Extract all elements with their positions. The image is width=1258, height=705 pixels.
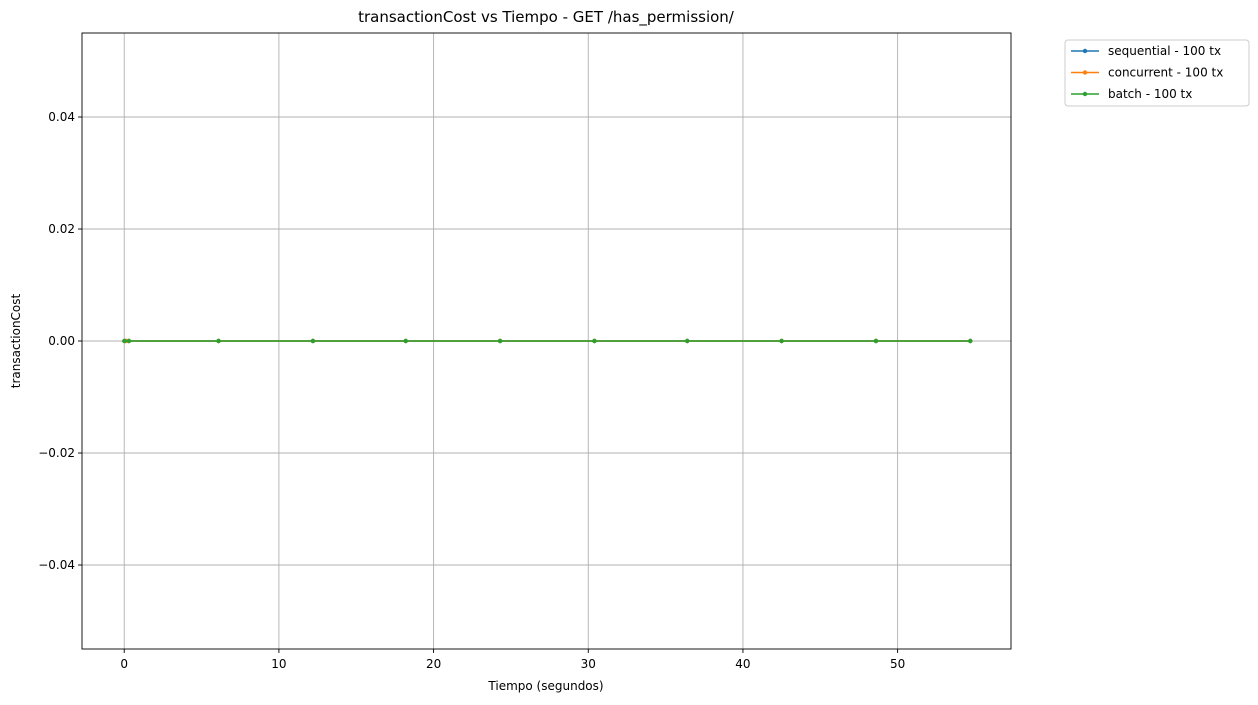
legend-swatch-marker xyxy=(1082,91,1088,97)
y-tick-label: −0.02 xyxy=(38,446,75,460)
legend-swatch-marker xyxy=(1082,70,1088,75)
data-point xyxy=(873,338,879,344)
y-tick-label: 0.00 xyxy=(48,334,75,348)
data-point xyxy=(122,338,127,344)
legend-items: sequential - 100 tx concurrent - 100 tx ba… xyxy=(1071,44,1223,101)
data-point xyxy=(310,338,316,344)
y-tick-label: 0.02 xyxy=(48,222,75,236)
legend-item: sequential - 100 tx xyxy=(1071,44,1221,58)
series-2 xyxy=(122,338,973,344)
y-axis-ticks: −0.04 −0.02 0.00 0.02 0.04 xyxy=(38,110,82,572)
data-point xyxy=(126,338,132,344)
data-point xyxy=(592,338,597,344)
data-point xyxy=(216,338,221,344)
x-tick-label: 50 xyxy=(890,657,905,671)
legend-item: concurrent - 100 tx xyxy=(1071,66,1223,80)
legend-box xyxy=(1064,39,1250,107)
data-point xyxy=(968,338,973,344)
data-point xyxy=(403,338,408,344)
x-tick-label: 0 xyxy=(120,657,128,671)
x-tick-label: 10 xyxy=(271,657,286,671)
data-point xyxy=(685,338,690,344)
legend-label: concurrent - 100 tx xyxy=(1108,66,1223,80)
legend-label: sequential - 100 tx xyxy=(1108,44,1221,58)
series-layer xyxy=(122,338,973,344)
legend-label: batch - 100 tx xyxy=(1108,87,1192,101)
x-tick-label: 20 xyxy=(426,657,441,671)
x-tick-label: 30 xyxy=(581,657,596,671)
legend-swatch-marker xyxy=(1082,48,1088,54)
data-point xyxy=(779,338,784,344)
y-axis-label: transactionCost xyxy=(9,293,23,388)
data-point xyxy=(497,338,503,344)
x-axis-label: Tiempo (segundos) xyxy=(487,679,603,693)
y-tick-label: 0.04 xyxy=(48,110,75,124)
y-tick-label: −0.04 xyxy=(38,558,75,572)
legend-item: batch - 100 tx xyxy=(1071,87,1192,101)
x-tick-label: 40 xyxy=(735,657,750,671)
legend: sequential - 100 tx concurrent - 100 tx ba… xyxy=(1064,39,1250,107)
chart-title: transactionCost vs Tiempo - GET /has_per… xyxy=(358,8,735,27)
x-axis-ticks: 0 10 20 30 40 50 xyxy=(120,649,905,671)
